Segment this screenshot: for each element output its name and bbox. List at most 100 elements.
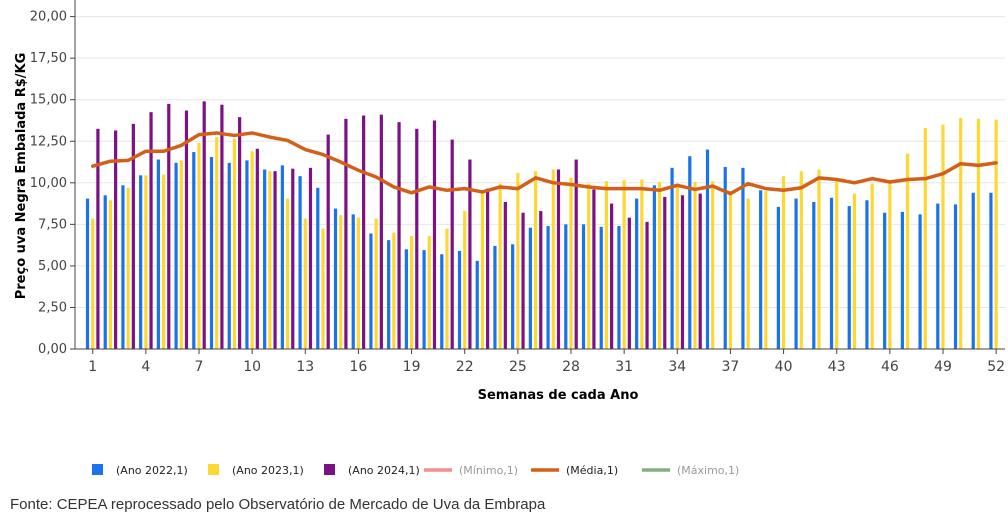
x-tick-label: 31 bbox=[615, 359, 633, 375]
bar-ano-2024-1-w9 bbox=[238, 117, 242, 350]
bar-ano-2024-1-w33 bbox=[663, 196, 667, 349]
bar-ano-2023-1-w9 bbox=[232, 138, 237, 349]
bar-ano-2022-1-w5 bbox=[156, 159, 160, 349]
y-axis-title: Preço uva Negra Embalada R$/KG bbox=[14, 53, 29, 300]
y-tick-label: 12,50 bbox=[30, 134, 67, 149]
bar-ano-2022-1-w20 bbox=[422, 250, 426, 349]
bar-ano-2022-1-w2 bbox=[103, 195, 107, 349]
bar-ano-2023-1-w51 bbox=[976, 118, 981, 349]
bar-ano-2024-1-w23 bbox=[486, 188, 490, 349]
bar-ano-2022-1-w52 bbox=[989, 192, 993, 349]
x-tick-label: 37 bbox=[722, 359, 740, 375]
bar-ano-2022-1-w46 bbox=[883, 212, 887, 349]
bar-ano-2023-1-w36 bbox=[711, 181, 715, 349]
bar-ano-2024-1-w21 bbox=[450, 139, 454, 349]
bar-ano-2022-1-w37 bbox=[723, 167, 727, 349]
bar-ano-2023-1-w37 bbox=[728, 191, 733, 349]
bar-ano-2023-1-w38 bbox=[746, 198, 750, 349]
bar-ano-2024-1-w31 bbox=[627, 217, 631, 349]
bar-ano-2024-1-w19 bbox=[415, 128, 419, 349]
bar-ano-2022-1-w25 bbox=[511, 244, 515, 349]
bar-ano-2024-1-w10 bbox=[255, 148, 259, 349]
bar-ano-2024-1-w14 bbox=[326, 134, 330, 349]
x-tick-label: 25 bbox=[509, 359, 527, 375]
legend-label: (Máximo,1) bbox=[677, 464, 739, 477]
bar-ano-2024-1-w25 bbox=[521, 212, 525, 349]
bar-ano-2022-1-w30 bbox=[599, 226, 603, 349]
y-tick-label: 2,50 bbox=[38, 300, 67, 315]
x-tick-label: 40 bbox=[775, 359, 793, 375]
bar-ano-2023-1-w16 bbox=[356, 217, 361, 349]
bar-ano-2022-1-w45 bbox=[865, 200, 869, 349]
y-tick-label: 10,00 bbox=[30, 176, 67, 191]
bar-ano-2023-1-w13 bbox=[303, 218, 307, 349]
bar-ano-2024-1-w15 bbox=[344, 118, 348, 349]
bar-ano-2024-1-w26 bbox=[539, 211, 543, 349]
x-tick-label: 28 bbox=[562, 359, 580, 375]
bar-ano-2024-1-w17 bbox=[379, 114, 383, 350]
bar-ano-2023-1-w25 bbox=[516, 172, 520, 349]
bar-ano-2024-1-w34 bbox=[680, 195, 685, 349]
bar-ano-2024-1-w5 bbox=[167, 103, 171, 349]
bar-ano-2022-1-w23 bbox=[475, 260, 479, 349]
bar-ano-2022-1-w29 bbox=[581, 224, 586, 349]
bar-ano-2022-1-w19 bbox=[404, 249, 408, 349]
x-tick-label: 22 bbox=[456, 359, 474, 375]
bar-ano-2024-1-w8 bbox=[220, 104, 224, 349]
bar-ano-2022-1-w22 bbox=[457, 250, 462, 349]
bar-ano-2022-1-w41 bbox=[794, 198, 798, 349]
bar-ano-2022-1-w8 bbox=[209, 157, 214, 349]
legend: (Ano 2022,1) (Ano 2023,1) (Ano 2024,1) (Mín… bbox=[92, 464, 739, 477]
bar-ano-2023-1-w42 bbox=[817, 169, 821, 349]
bar-ano-2023-1-w4 bbox=[144, 175, 148, 349]
bar-ano-2023-1-w35 bbox=[693, 181, 697, 349]
bar-ano-2023-1-w22 bbox=[463, 211, 467, 349]
x-tick-label: 43 bbox=[828, 359, 846, 375]
lines bbox=[90, 131, 998, 196]
bar-ano-2022-1-w9 bbox=[227, 162, 231, 349]
x-tick-label: 7 bbox=[195, 359, 204, 375]
bar-ano-2023-1-w44 bbox=[852, 193, 857, 349]
legend-label: (Média,1) bbox=[566, 464, 618, 477]
bar-ano-2022-1-w16 bbox=[351, 214, 355, 349]
bar-ano-2023-1-w46 bbox=[888, 181, 892, 349]
bar-ano-2022-1-w48 bbox=[918, 214, 922, 349]
y-tick-label: 5,00 bbox=[38, 259, 67, 274]
bar-ano-2022-1-w49 bbox=[936, 203, 940, 349]
bar-ano-2022-1-w39 bbox=[759, 190, 763, 349]
bar-ano-2022-1-w14 bbox=[316, 187, 320, 349]
bar-ano-2022-1-w34 bbox=[670, 167, 674, 349]
legend-label: (Ano 2024,1) bbox=[348, 464, 420, 477]
x-tick-label: 13 bbox=[296, 359, 314, 375]
bar-ano-2022-1-w1 bbox=[85, 198, 90, 349]
legend-swatch bbox=[324, 464, 335, 475]
x-tick-label: 46 bbox=[881, 359, 899, 375]
bar-ano-2023-1-w19 bbox=[409, 235, 414, 349]
y-tick-label: 15,00 bbox=[30, 93, 67, 108]
bar-ano-2023-1-w21 bbox=[445, 228, 449, 349]
bar-ano-2022-1-w33 bbox=[652, 185, 656, 349]
x-tick-label: 4 bbox=[141, 359, 150, 375]
bar-ano-2023-1-w49 bbox=[941, 124, 945, 350]
bar-ano-2023-1-w11 bbox=[268, 171, 272, 349]
bar-ano-2023-1-w47 bbox=[905, 153, 910, 349]
bar-ano-2023-1-w12 bbox=[285, 198, 290, 349]
bar-ano-2022-1-w15 bbox=[333, 208, 338, 349]
bar-ano-2023-1-w5 bbox=[161, 174, 166, 349]
source-note: Fonte: CEPEA reprocessado pelo Observató… bbox=[10, 496, 546, 513]
bar-ano-2022-1-w26 bbox=[528, 227, 532, 349]
bar-ano-2022-1-w18 bbox=[387, 240, 391, 349]
bar-ano-2022-1-w6 bbox=[174, 162, 178, 349]
bar-ano-2022-1-w38 bbox=[741, 167, 745, 349]
bar-ano-2023-1-w27 bbox=[551, 169, 555, 349]
bar-ano-2024-1-w16 bbox=[362, 115, 366, 349]
bar-ano-2024-1-w22 bbox=[468, 159, 472, 349]
bar-ano-2022-1-w36 bbox=[705, 149, 710, 349]
bar-ano-2024-1-w4 bbox=[149, 112, 153, 349]
legend-label: (Mínimo,1) bbox=[459, 464, 518, 477]
x-tick-label: 19 bbox=[403, 359, 421, 375]
bar-ano-2023-1-w31 bbox=[622, 180, 626, 349]
bar-ano-2023-1-w40 bbox=[781, 176, 786, 349]
bar-ano-2022-1-w10 bbox=[245, 160, 249, 349]
bar-ano-2023-1-w23 bbox=[480, 191, 485, 349]
